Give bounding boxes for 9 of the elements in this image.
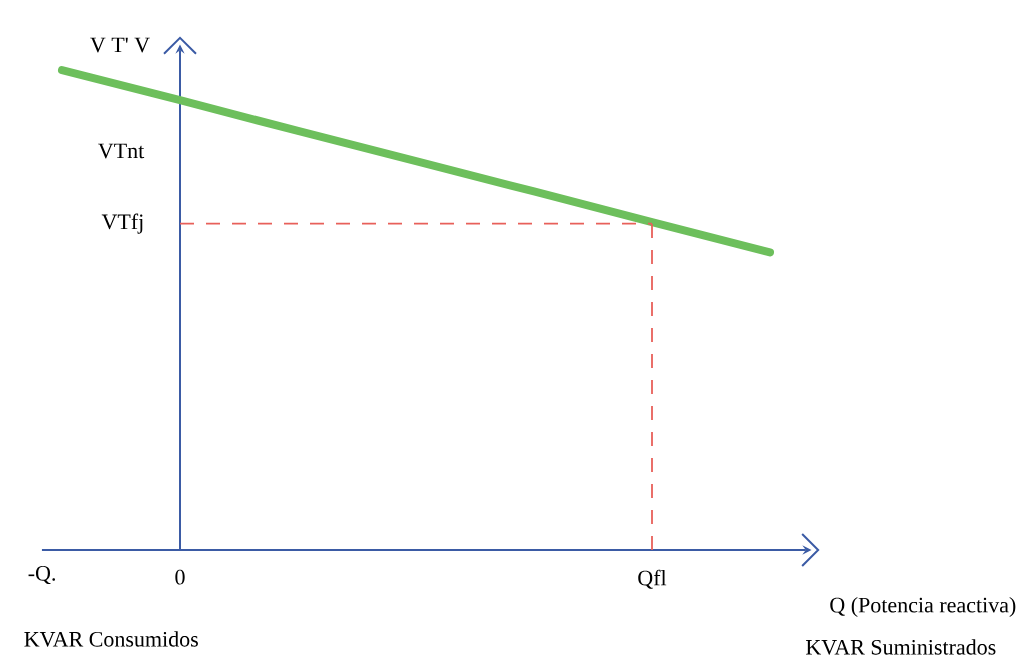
ref-line-label: VTfj <box>101 213 143 234</box>
annotation: VTnt <box>98 143 145 159</box>
text: KVAR Consumidos <box>24 631 198 647</box>
text: -Q. <box>28 565 55 585</box>
x-tick-label: 0 <box>175 569 185 585</box>
text: KVAR Suministrados <box>806 639 996 655</box>
x-tick-label: Qfl <box>638 569 667 589</box>
x-axis-title: Q (Potencia reactiva) <box>830 597 1016 617</box>
y-axis-title: V T' V <box>90 37 150 53</box>
